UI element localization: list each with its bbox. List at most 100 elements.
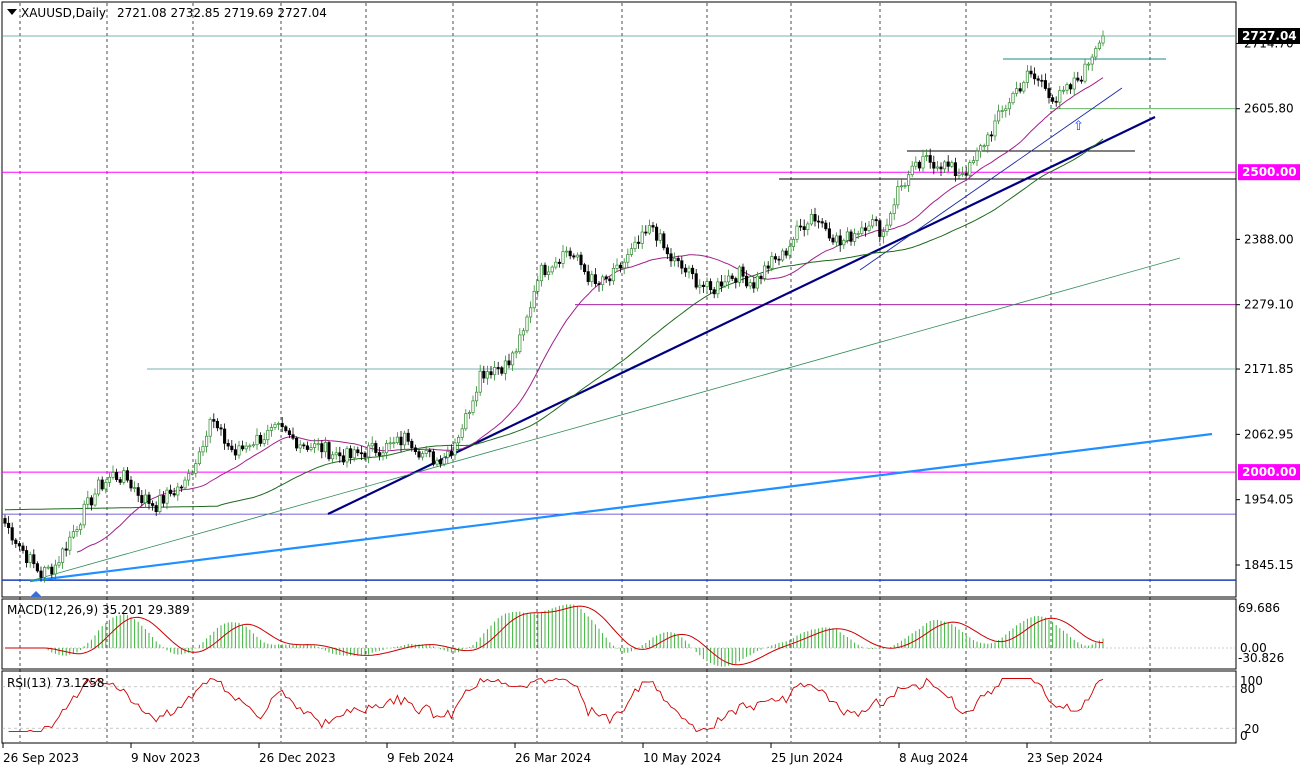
- candle-body: [838, 235, 842, 246]
- candle-body: [449, 450, 453, 456]
- candle-body: [194, 463, 198, 474]
- candle-body: [503, 360, 507, 374]
- candle-body: [683, 267, 687, 273]
- candle-body: [651, 225, 655, 228]
- candle-body: [539, 264, 543, 282]
- candle-body: [644, 231, 648, 234]
- candle-body: [827, 228, 831, 239]
- macd-axis-label: 0.00: [1240, 641, 1267, 655]
- symbol-label: XAUUSD,Daily: [21, 6, 106, 20]
- candle-body: [93, 493, 97, 506]
- candle-body: [1051, 97, 1055, 102]
- candle-body: [964, 173, 968, 176]
- candle-body: [547, 271, 551, 276]
- macd-pane-frame: [1, 598, 1237, 670]
- candle-body: [719, 281, 723, 287]
- candle-body: [691, 267, 695, 275]
- candle-body: [136, 487, 140, 496]
- candle-body: [385, 443, 389, 454]
- candle-body: [730, 275, 734, 279]
- level-2000-tag-bg: [1238, 464, 1300, 481]
- macd-signal-line: [5, 605, 1104, 666]
- candle-body: [190, 472, 194, 475]
- candle-body: [514, 351, 518, 354]
- candle-body: [7, 522, 11, 529]
- candle-body: [428, 450, 432, 453]
- candle-body: [860, 227, 864, 234]
- candle-body: [212, 419, 216, 422]
- candle-body: [878, 220, 882, 237]
- candle-body: [647, 225, 651, 234]
- candle-body: [741, 266, 745, 277]
- candle-body: [32, 554, 36, 565]
- candle-body: [64, 548, 68, 551]
- candle-body: [226, 443, 230, 447]
- candle-body: [557, 261, 561, 264]
- candle-body: [939, 166, 943, 170]
- menu-triangle-icon[interactable]: [7, 9, 17, 15]
- candle-body: [413, 447, 417, 452]
- trend-lines: [29, 87, 1213, 583]
- candle-body: [565, 250, 569, 253]
- candle-body: [1040, 79, 1044, 82]
- candle-body: [593, 274, 597, 284]
- candle-body: [305, 445, 309, 450]
- candle-body: [1054, 100, 1058, 103]
- candle-body: [953, 162, 957, 177]
- candle-body: [143, 494, 147, 504]
- rsi-axis-label: 20: [1244, 722, 1259, 736]
- candle-body: [680, 260, 684, 269]
- candle-body: [608, 278, 612, 282]
- date-tick-label: 26 Sep 2023: [3, 751, 79, 765]
- trend-line: [859, 87, 1123, 271]
- candle-body: [61, 548, 65, 563]
- candle-body: [1047, 88, 1051, 98]
- candle-body: [525, 316, 529, 332]
- candle-body: [71, 531, 75, 538]
- price-tick-label: 2605.80: [1244, 102, 1294, 116]
- candle-body: [482, 370, 486, 379]
- candle-body: [1094, 48, 1098, 58]
- candle-body: [457, 436, 461, 444]
- candle-body: [248, 445, 252, 448]
- rsi-axis-label: 0: [1240, 729, 1248, 743]
- candle-body: [140, 495, 144, 504]
- date-tick-label: 26 Dec 2023: [259, 751, 336, 765]
- candle-body: [28, 554, 32, 564]
- candle-body: [147, 494, 151, 504]
- candle-body: [655, 226, 659, 241]
- candle-body: [313, 443, 317, 448]
- candle-body: [511, 352, 515, 366]
- candle-body: [21, 545, 25, 551]
- candle-body: [752, 282, 756, 289]
- candle-body: [572, 255, 576, 258]
- candle-body: [791, 239, 795, 247]
- candle-body: [583, 264, 587, 272]
- candle-body: [277, 423, 281, 425]
- candle-body: [251, 444, 255, 447]
- candle-body: [604, 276, 608, 280]
- candle-body: [475, 391, 479, 402]
- candle-body: [39, 570, 43, 578]
- candle-body: [82, 503, 86, 526]
- candle-body: [910, 165, 914, 176]
- candle-body: [701, 284, 705, 288]
- candle-body: [507, 360, 511, 366]
- candle-body: [993, 120, 997, 137]
- candle-body: [799, 225, 803, 228]
- candle-body: [615, 264, 619, 269]
- candle-body: [773, 256, 777, 260]
- candle-body: [399, 436, 403, 446]
- ma-slow-line: [4, 138, 1104, 511]
- candle-body: [989, 134, 993, 137]
- candle-body: [381, 452, 385, 456]
- rsi-indicator: [2, 677, 1236, 733]
- candle-body: [1072, 77, 1076, 90]
- candle-body: [269, 427, 273, 431]
- candle-body: [874, 219, 878, 222]
- candle-body: [835, 235, 839, 243]
- candle-body: [521, 330, 525, 336]
- candle-body: [867, 225, 871, 231]
